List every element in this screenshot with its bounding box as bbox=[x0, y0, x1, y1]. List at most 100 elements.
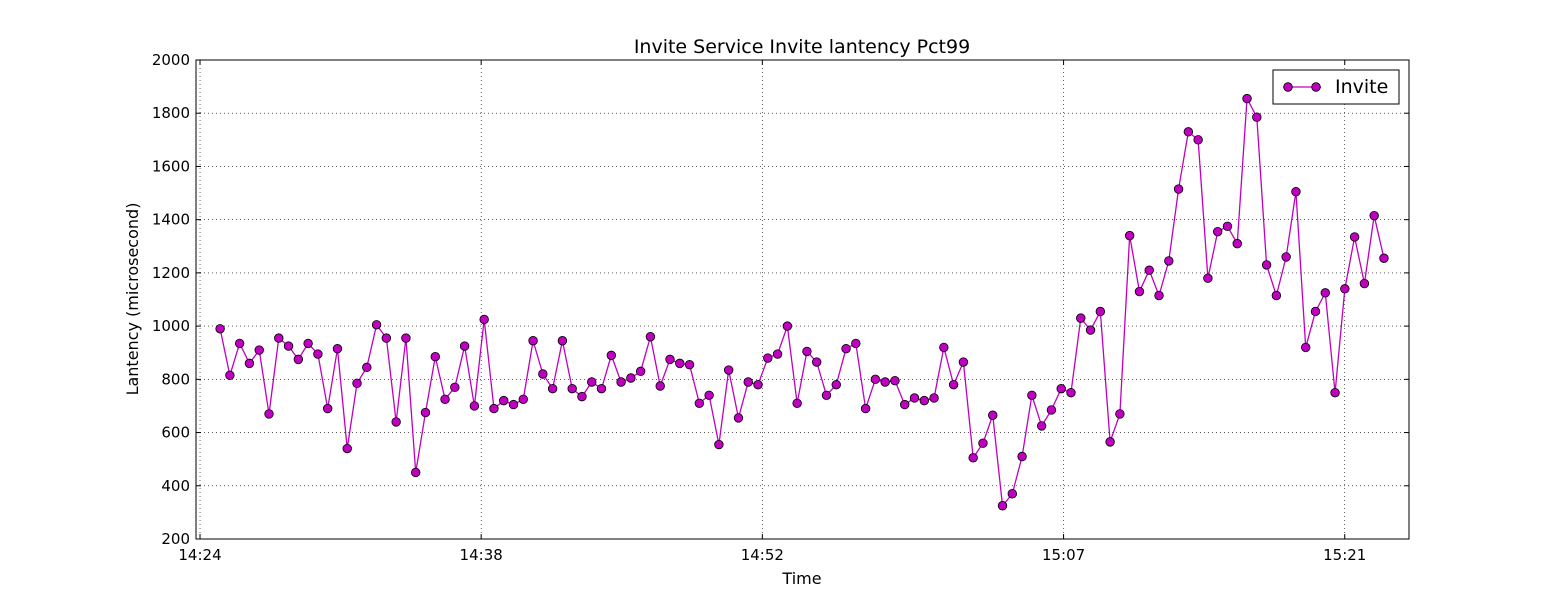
x-tick-label: 15:21 bbox=[1323, 546, 1366, 564]
legend: Invite bbox=[1272, 69, 1400, 105]
data-point bbox=[371, 320, 382, 330]
data-point bbox=[234, 338, 245, 349]
data-point bbox=[489, 403, 499, 414]
data-point bbox=[900, 399, 910, 410]
y-axis-label: Lantency (microsecond) bbox=[123, 203, 142, 396]
data-point bbox=[606, 350, 617, 361]
data-point bbox=[391, 417, 401, 427]
data-point bbox=[714, 439, 724, 450]
data-point bbox=[244, 358, 255, 369]
y-tick-label: 200 bbox=[161, 530, 190, 548]
data-point bbox=[831, 379, 841, 390]
data-point bbox=[596, 383, 607, 394]
data-point bbox=[322, 403, 333, 414]
data-point bbox=[772, 349, 783, 359]
legend-marker bbox=[1311, 82, 1321, 92]
data-point bbox=[733, 413, 744, 423]
plot-frame bbox=[195, 59, 1410, 540]
data-point bbox=[1124, 230, 1135, 241]
data-point bbox=[1193, 135, 1203, 145]
data-point bbox=[459, 341, 470, 351]
data-point bbox=[1242, 93, 1252, 104]
data-point bbox=[1291, 187, 1301, 197]
data-point bbox=[1310, 306, 1321, 317]
data-point bbox=[1134, 286, 1145, 297]
data-point bbox=[440, 394, 450, 404]
data-point bbox=[303, 338, 313, 349]
data-point bbox=[1154, 290, 1164, 301]
data-point bbox=[841, 344, 851, 354]
data-point bbox=[675, 358, 685, 369]
data-point bbox=[264, 409, 274, 419]
data-point bbox=[1056, 383, 1066, 394]
data-point bbox=[1271, 290, 1282, 301]
data-point bbox=[215, 324, 225, 334]
y-tick-label: 1600 bbox=[152, 157, 190, 175]
data-point bbox=[342, 443, 352, 454]
data-point bbox=[420, 407, 431, 418]
y-tick-label: 1800 bbox=[152, 104, 190, 122]
data-point bbox=[381, 333, 392, 343]
data-point bbox=[518, 394, 528, 404]
data-point bbox=[880, 377, 890, 387]
legend-marker bbox=[1283, 82, 1293, 92]
data-point bbox=[1007, 489, 1018, 499]
data-point bbox=[411, 467, 421, 478]
data-point bbox=[1340, 284, 1350, 294]
data-point bbox=[870, 374, 881, 385]
data-point bbox=[616, 377, 626, 387]
data-point bbox=[802, 346, 812, 357]
data-point bbox=[1115, 409, 1125, 419]
chart-title: Invite Service Invite lantency Pct99 bbox=[634, 36, 970, 58]
data-point bbox=[1369, 210, 1379, 221]
legend-label: Invite bbox=[1335, 76, 1388, 98]
data-point bbox=[919, 395, 929, 406]
x-axis-ticks: 14:24 14:38 14:52 15:07 15:21 bbox=[178, 60, 1366, 564]
data-point bbox=[1281, 252, 1291, 262]
data-point bbox=[782, 321, 793, 331]
data-point bbox=[851, 338, 861, 349]
x-tick-label: 14:52 bbox=[741, 546, 784, 564]
data-point bbox=[860, 403, 871, 414]
data-point bbox=[508, 399, 519, 410]
data-point bbox=[538, 369, 548, 379]
data-point bbox=[1173, 184, 1184, 194]
data-point bbox=[1261, 260, 1272, 270]
x-axis-label: Time bbox=[781, 569, 821, 588]
y-tick-label: 1000 bbox=[152, 317, 190, 335]
data-point bbox=[567, 383, 577, 394]
data-point bbox=[274, 333, 284, 343]
data-point bbox=[821, 390, 832, 401]
data-point bbox=[1222, 221, 1233, 232]
data-point bbox=[528, 336, 538, 346]
y-tick-label: 800 bbox=[161, 370, 190, 388]
y-tick-label: 1400 bbox=[152, 211, 190, 229]
data-point bbox=[450, 382, 460, 393]
data-point bbox=[635, 366, 646, 377]
data-point bbox=[655, 381, 665, 391]
data-point bbox=[577, 391, 587, 402]
data-point bbox=[743, 377, 753, 387]
data-point bbox=[939, 342, 949, 353]
data-point bbox=[587, 377, 597, 387]
data-point bbox=[557, 336, 568, 346]
data-point bbox=[978, 438, 988, 448]
x-tick-label: 14:38 bbox=[460, 546, 503, 564]
data-point bbox=[1027, 390, 1037, 401]
y-tick-label: 1200 bbox=[152, 264, 190, 282]
data-point bbox=[430, 352, 440, 362]
data-point bbox=[1085, 325, 1096, 335]
data-point bbox=[332, 344, 343, 354]
data-point bbox=[1164, 256, 1174, 266]
data-point bbox=[1046, 405, 1057, 415]
data-point bbox=[1330, 387, 1340, 398]
data-point bbox=[1359, 278, 1370, 289]
data-point bbox=[968, 453, 978, 463]
data-point bbox=[469, 401, 480, 411]
data-point bbox=[1076, 313, 1086, 323]
data-point bbox=[1379, 253, 1389, 263]
data-point bbox=[254, 345, 264, 355]
data-point bbox=[890, 375, 900, 386]
data-point bbox=[283, 341, 294, 351]
